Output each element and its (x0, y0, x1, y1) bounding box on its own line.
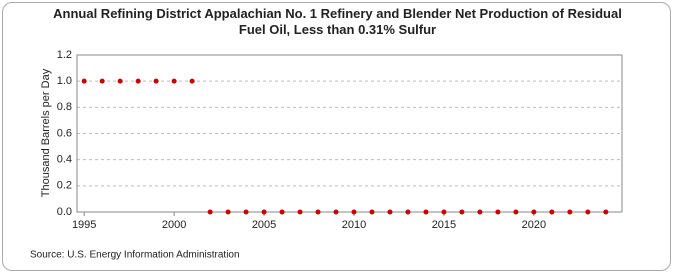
x-tick-label: 2000 (162, 219, 186, 231)
data-point (513, 209, 519, 215)
x-tick-label: 2010 (342, 219, 366, 231)
plot-border (76, 54, 623, 213)
data-point (153, 78, 159, 84)
data-point (207, 209, 213, 215)
y-tick-label: 1.0 (57, 75, 72, 87)
source-note: Source: U.S. Energy Information Administ… (30, 250, 240, 261)
data-point (387, 209, 393, 215)
data-point (99, 78, 105, 84)
data-point (225, 209, 231, 215)
data-point (477, 209, 483, 215)
data-point (369, 209, 375, 215)
data-point (333, 209, 339, 215)
x-tick-label: 2005 (252, 219, 276, 231)
chart-title: Annual Refining District Appalachian No.… (53, 6, 622, 37)
data-point (567, 209, 573, 215)
y-tick-label: 0.6 (57, 127, 72, 139)
data-point (315, 209, 321, 215)
data-point (585, 209, 591, 215)
x-tick-label: 1995 (72, 219, 96, 231)
data-point (189, 78, 195, 84)
data-point (243, 209, 249, 215)
data-point (135, 78, 141, 84)
data-point (117, 78, 123, 84)
y-axis-label: Thousand Barrels per Day (40, 68, 52, 197)
x-tick-label: 2015 (432, 219, 456, 231)
data-point (531, 209, 537, 215)
data-point (279, 209, 285, 215)
chart-frame (2, 2, 671, 271)
y-tick-label: 0.4 (57, 154, 72, 166)
data-point (351, 209, 357, 215)
x-tick-label: 2020 (522, 219, 546, 231)
y-tick-label: 0.0 (57, 206, 72, 218)
data-point (441, 209, 447, 215)
data-point (549, 209, 555, 215)
data-point (405, 209, 411, 215)
data-point (297, 209, 303, 215)
y-tick-label: 1.2 (57, 49, 72, 61)
y-tick-label: 0.2 (57, 180, 72, 192)
data-point (423, 209, 429, 215)
data-point (261, 209, 267, 215)
data-point (603, 209, 609, 215)
data-point (459, 209, 465, 215)
data-point (495, 209, 501, 215)
y-tick-label: 0.8 (57, 101, 72, 113)
data-point (81, 78, 87, 84)
data-point (171, 78, 177, 84)
